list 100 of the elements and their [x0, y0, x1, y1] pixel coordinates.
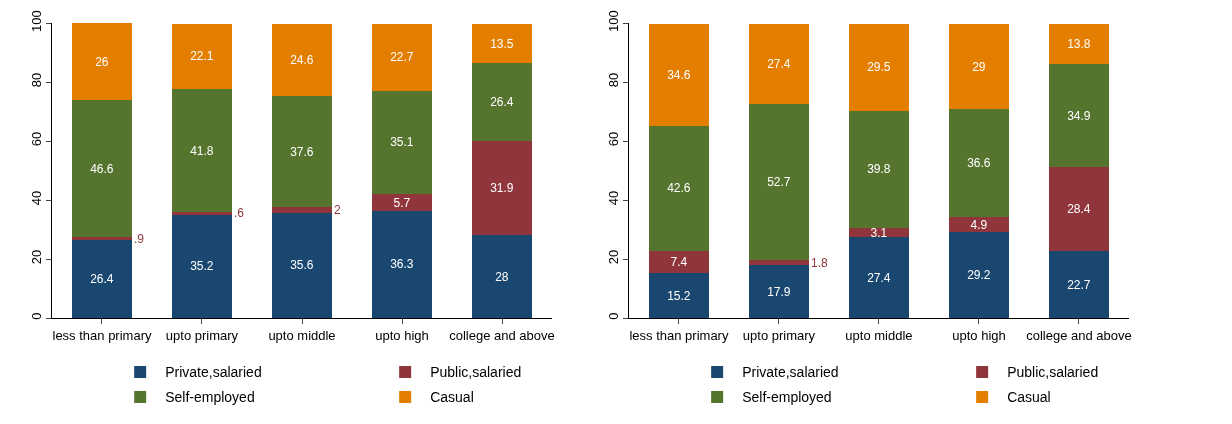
bar — [648, 125, 709, 252]
y-tick-label: 0 — [28, 312, 44, 320]
bar — [472, 63, 533, 142]
data-label: 7.4 — [670, 255, 688, 270]
bar — [748, 23, 809, 105]
x-tick-label: upto middle — [268, 327, 336, 343]
y-tick-label: 20 — [28, 249, 44, 265]
data-label: 26 — [95, 54, 109, 69]
legend-label: Self-employed — [165, 389, 255, 406]
data-label: 13.5 — [490, 36, 514, 51]
data-label: 15.2 — [667, 288, 691, 303]
data-label: 22.7 — [390, 50, 414, 65]
x-tick-label: upto middle — [845, 327, 913, 343]
data-label: 24.6 — [290, 52, 314, 67]
legend-label: Private,salaried — [165, 364, 262, 381]
x-tick-label: upto primary — [165, 327, 239, 343]
data-label: 3.1 — [870, 225, 888, 240]
y-tick-label: 100 — [605, 10, 621, 32]
bar — [272, 207, 333, 213]
bar — [848, 237, 909, 318]
y-tick-label: 20 — [605, 249, 621, 265]
y-tick-label: 80 — [605, 72, 621, 88]
data-label: 42.6 — [667, 181, 691, 196]
bar — [648, 273, 709, 318]
y-tick-label: 0 — [605, 312, 621, 320]
data-label: 31.9 — [490, 181, 514, 196]
data-label: 39.8 — [867, 162, 891, 177]
y-tick-label: 60 — [28, 131, 44, 147]
bar — [171, 214, 232, 318]
data-label: 34.9 — [1067, 108, 1091, 123]
bar — [948, 109, 1009, 218]
bar — [372, 194, 433, 211]
bar — [948, 23, 1009, 110]
bar — [948, 231, 1009, 318]
bar — [171, 89, 232, 213]
x-tick-label: upto high — [952, 327, 1006, 343]
bar — [848, 23, 909, 111]
data-label: 41.8 — [190, 143, 214, 158]
data-label: 4.9 — [970, 217, 988, 232]
data-label: 36.6 — [967, 156, 991, 171]
data-label: 22.7 — [1067, 277, 1091, 292]
bar — [272, 96, 333, 208]
legend-label: Casual — [430, 389, 474, 406]
data-label: 5.7 — [393, 195, 411, 210]
data-label: 13.8 — [1067, 36, 1091, 51]
bar — [648, 23, 709, 126]
bar — [648, 251, 709, 274]
bar — [171, 23, 232, 90]
data-label: 27.4 — [767, 57, 791, 72]
data-label: 46.6 — [90, 161, 114, 176]
bar — [71, 99, 132, 238]
data-label: 35.6 — [290, 258, 314, 273]
bar — [472, 23, 533, 64]
data-label: 29 — [972, 59, 986, 74]
data-label: 26.4 — [90, 272, 114, 287]
data-label: .6 — [234, 206, 245, 220]
data-label: 29.5 — [867, 60, 891, 75]
bar — [71, 23, 132, 100]
bar — [171, 212, 232, 215]
bar — [748, 104, 809, 260]
bar — [71, 237, 132, 241]
y-tick-label: 40 — [28, 190, 44, 206]
data-label: 2 — [334, 203, 341, 217]
data-label: 34.6 — [667, 67, 691, 82]
legend-label: Self-employed — [742, 389, 832, 406]
x-tick-label: upto high — [375, 327, 429, 343]
bar — [1049, 64, 1109, 168]
data-label: 35.1 — [390, 135, 414, 150]
data-label: 28 — [495, 269, 509, 284]
bar — [848, 110, 909, 229]
data-label: 36.3 — [390, 257, 414, 272]
x-tick-label: less than primary — [52, 327, 152, 343]
bar — [1049, 23, 1109, 65]
bar — [372, 210, 433, 318]
bar — [748, 259, 809, 266]
bar — [948, 217, 1009, 232]
bar — [1049, 251, 1109, 318]
legend-label: Casual — [1007, 389, 1051, 406]
data-label: 1.8 — [811, 256, 829, 270]
y-tick-label: 100 — [28, 10, 44, 32]
data-label: 29.2 — [967, 267, 991, 282]
bar — [272, 212, 333, 318]
y-tick-label: 40 — [605, 190, 621, 206]
data-label: 52.7 — [767, 175, 791, 190]
data-label: 37.6 — [290, 144, 314, 159]
data-label: 28.4 — [1067, 202, 1091, 217]
x-tick-label: college and above — [449, 327, 555, 343]
bar — [71, 240, 132, 318]
y-tick-label: 60 — [605, 131, 621, 147]
bar — [372, 23, 433, 91]
legend-label: Public,salaried — [430, 364, 522, 381]
x-tick-label: college and above — [1026, 327, 1132, 343]
bar — [1049, 167, 1109, 252]
bar — [472, 235, 533, 318]
bar — [372, 90, 433, 195]
x-tick-label: upto primary — [742, 327, 816, 343]
y-tick-label: 80 — [28, 72, 44, 88]
x-tick-label: less than primary — [629, 327, 729, 343]
data-label: 35.2 — [190, 259, 214, 274]
data-label: 22.1 — [190, 49, 214, 64]
